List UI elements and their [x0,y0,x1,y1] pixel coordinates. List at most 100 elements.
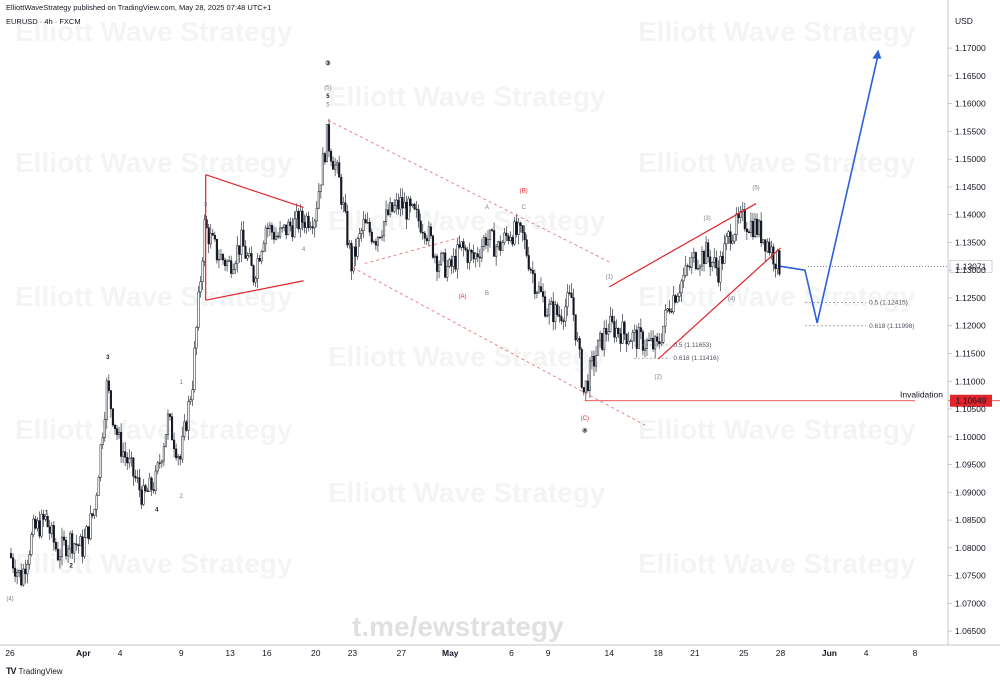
candle-body [211,233,214,236]
candle-body [466,249,469,263]
price-tick-label: 1.07500 [955,571,986,581]
candle-body [109,390,112,410]
candle-body [480,246,483,259]
candle-body [219,254,223,260]
candle-body [158,462,161,464]
candle-body [344,202,347,212]
candle-body [107,380,110,391]
candle-body [366,222,369,224]
candle-body [56,548,59,561]
candle-body [91,513,94,516]
candle-body [270,224,273,233]
price-tick-label: 1.15000 [955,154,986,164]
time-tick-label: 28 [776,648,786,658]
candle-body [558,314,561,317]
time-tick-label: 13 [225,648,235,658]
watermark-text: Elliott Wave Strategy [15,548,293,579]
candle-body [609,315,612,332]
candle-body [305,215,308,228]
wave-label: (C) [581,416,589,422]
candle-body [686,265,689,267]
candle-body [274,235,278,240]
wave-b-line [364,236,463,264]
candle-body [356,238,359,257]
candle-body [150,477,153,490]
candle-body [448,259,451,267]
candle-body [574,314,577,341]
candle-body [193,347,196,391]
wave-label: 4 [302,247,306,253]
candle-body [327,124,331,152]
candle-body [62,536,66,541]
candle-body [680,280,683,294]
candle-body [435,255,439,272]
candle-body [260,251,263,262]
candle-body [509,237,512,241]
candle-body [670,311,673,313]
candle-body [639,327,642,332]
price-tick-label: 1.14500 [955,182,986,192]
candle-body [162,446,165,462]
candle-body [352,246,355,272]
candle-body [464,247,467,251]
candle-body [739,211,742,218]
time-tick-label: 9 [546,648,551,658]
candle-body [442,252,445,254]
candle-body [550,301,553,305]
candle-body [438,264,441,272]
wave-label: (B) [520,188,528,194]
candle-body [676,296,679,303]
time-tick-label: Apr [76,648,91,658]
candle-body [36,520,39,529]
current-price-text: 1.13071 [956,261,987,271]
time-tick-label: 26 [5,648,15,658]
price-tick-label: 1.09500 [955,460,986,470]
triangle-lower-line [205,280,304,301]
price-tick-label: 1.15500 [955,126,986,136]
candle-body [672,295,675,313]
time-tick-label: 8 [913,648,918,658]
candle-body [719,255,722,283]
candle-body [197,291,200,328]
publisher-caption: ElliottWaveStrategy published on Trading… [6,3,272,12]
candle-body [311,226,314,229]
candle-body [698,265,702,269]
candle-body [122,451,125,457]
candle-body [346,211,349,246]
candle-body [83,537,86,557]
candle-body [709,256,712,268]
candle-body [181,436,184,460]
candle-body [568,292,571,294]
watermark-text: Elliott Wave Strategy [638,147,916,178]
candle-body [776,250,779,270]
candle-body [350,243,353,272]
candle-body [134,475,137,479]
candle-body [427,226,430,242]
wave-label: A [485,205,489,211]
candle-body [544,296,547,317]
candle-body [619,333,622,344]
candle-body [73,543,76,554]
candle-body [491,229,494,231]
candle-body [658,341,661,345]
candle-body [389,202,392,215]
candle-body [700,251,704,267]
candle-body [625,333,628,345]
candle-body [723,243,726,264]
candle-body [105,380,108,420]
candle-body [629,340,632,343]
candle-body [144,485,147,491]
candle-body [503,232,506,243]
candle-body [380,235,384,238]
candle-body [674,295,677,303]
candle-body [154,470,157,491]
candle-body [254,278,257,283]
candle-body [753,218,757,238]
candle-body [556,304,559,315]
candle-body [564,306,567,322]
candle-body [60,536,64,558]
candle-body [664,309,667,327]
candle-body [621,321,624,344]
candle-body [309,226,312,228]
